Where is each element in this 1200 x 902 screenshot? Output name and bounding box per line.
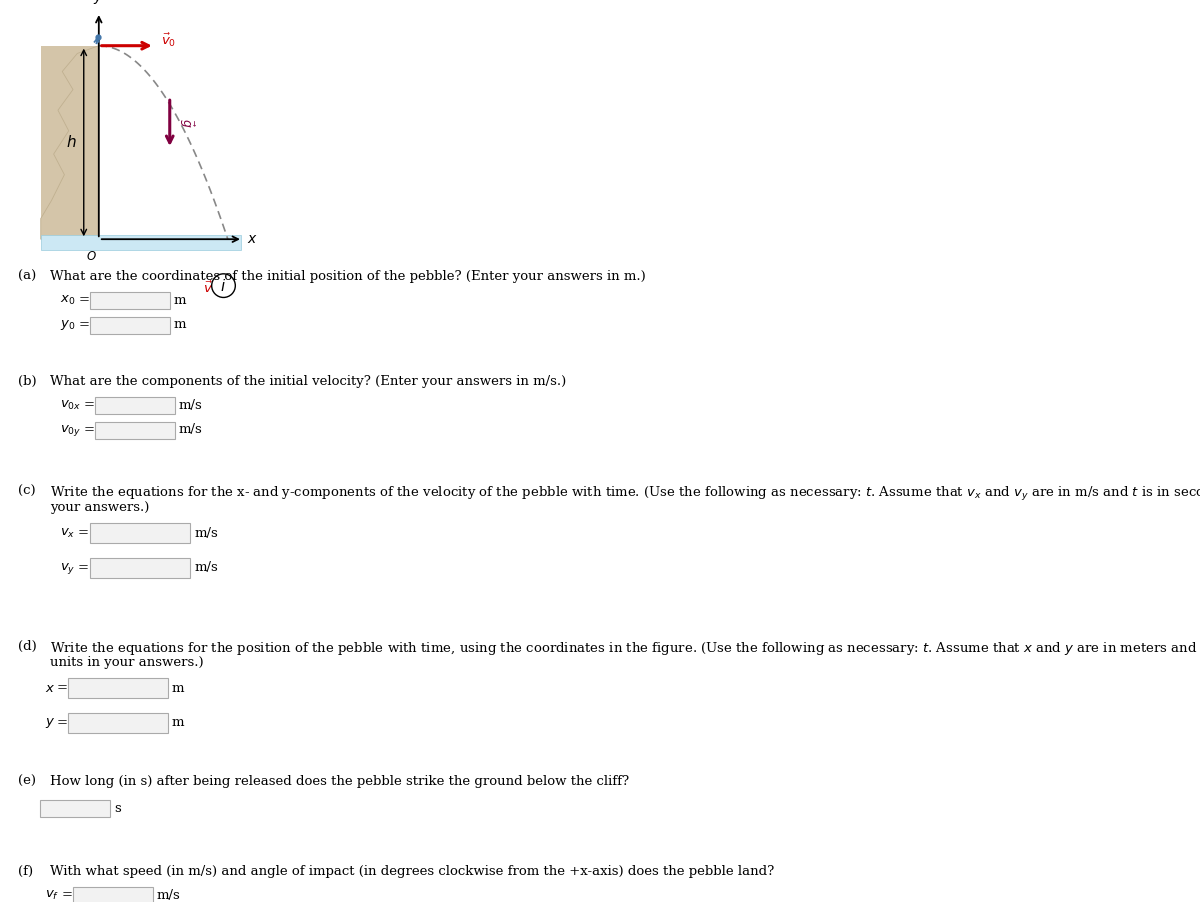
Text: Write the equations for the position of the pebble with time, using the coordina: Write the equations for the position of … <box>50 640 1200 657</box>
Text: $v_x$: $v_x$ <box>60 527 76 539</box>
Text: =: = <box>84 424 95 437</box>
FancyBboxPatch shape <box>95 421 175 438</box>
Polygon shape <box>41 46 98 239</box>
Text: $y_0$: $y_0$ <box>60 318 76 332</box>
Text: m/s: m/s <box>179 399 203 411</box>
FancyBboxPatch shape <box>68 713 168 733</box>
FancyBboxPatch shape <box>90 291 170 308</box>
FancyBboxPatch shape <box>95 397 175 413</box>
Text: $i$: $i$ <box>221 278 227 294</box>
Text: m/s: m/s <box>194 527 218 539</box>
Text: (c): (c) <box>18 485 36 498</box>
Text: (d): (d) <box>18 640 37 653</box>
Text: =: = <box>58 716 68 730</box>
Text: m: m <box>174 318 186 332</box>
Text: =: = <box>79 318 90 332</box>
Text: $O$: $O$ <box>86 250 97 262</box>
Text: How long (in s) after being released does the pebble strike the ground below the: How long (in s) after being released doe… <box>50 775 629 788</box>
Text: =: = <box>62 888 73 901</box>
Text: $x_0$: $x_0$ <box>60 293 76 307</box>
Text: m/s: m/s <box>179 424 203 437</box>
Text: With what speed (in m/s) and angle of impact (in degrees clockwise from the +x-a: With what speed (in m/s) and angle of im… <box>50 865 774 878</box>
Text: $h$: $h$ <box>66 134 76 151</box>
Text: (b): (b) <box>18 375 37 388</box>
Text: What are the components of the initial velocity? (Enter your answers in m/s.): What are the components of the initial v… <box>50 375 566 388</box>
Text: $v_{0x}$: $v_{0x}$ <box>60 399 82 411</box>
Polygon shape <box>41 235 241 250</box>
FancyBboxPatch shape <box>90 558 190 578</box>
Text: m/s: m/s <box>194 562 218 575</box>
Text: =: = <box>84 399 95 411</box>
Text: your answers.): your answers.) <box>50 501 149 514</box>
Text: $\vec{g}$: $\vec{g}$ <box>178 118 196 128</box>
Text: (f): (f) <box>18 865 34 878</box>
FancyBboxPatch shape <box>90 523 190 543</box>
Text: units in your answers.): units in your answers.) <box>50 656 204 669</box>
Text: $\vec{v}_0$: $\vec{v}_0$ <box>161 32 176 50</box>
Text: What are the coordinates of the initial position of the pebble? (Enter your answ: What are the coordinates of the initial … <box>50 270 646 283</box>
Text: =: = <box>79 293 90 307</box>
FancyBboxPatch shape <box>90 317 170 334</box>
Text: $v_{0y}$: $v_{0y}$ <box>60 422 82 437</box>
Text: =: = <box>58 682 68 695</box>
Text: $x$: $x$ <box>46 682 55 695</box>
Text: $y$: $y$ <box>46 716 55 730</box>
Text: $v_f$: $v_f$ <box>46 888 59 902</box>
FancyBboxPatch shape <box>68 678 168 698</box>
Text: $\vec{v}$: $\vec{v}$ <box>204 281 214 296</box>
Text: (e): (e) <box>18 775 36 788</box>
Text: $x$: $x$ <box>247 232 258 246</box>
FancyBboxPatch shape <box>40 799 110 816</box>
Text: Write the equations for the x- and y-components of the velocity of the pebble wi: Write the equations for the x- and y-com… <box>50 485 1200 503</box>
Text: $y$: $y$ <box>94 0 104 5</box>
Text: =: = <box>78 527 89 539</box>
Polygon shape <box>41 46 98 239</box>
Text: m: m <box>174 293 186 307</box>
Text: m: m <box>172 682 185 695</box>
Text: (a): (a) <box>18 270 36 283</box>
Text: m/s: m/s <box>157 888 181 901</box>
Text: =: = <box>78 562 89 575</box>
Text: s: s <box>114 802 121 815</box>
FancyBboxPatch shape <box>73 887 154 902</box>
Text: $v_y$: $v_y$ <box>60 560 76 575</box>
Text: m: m <box>172 716 185 730</box>
